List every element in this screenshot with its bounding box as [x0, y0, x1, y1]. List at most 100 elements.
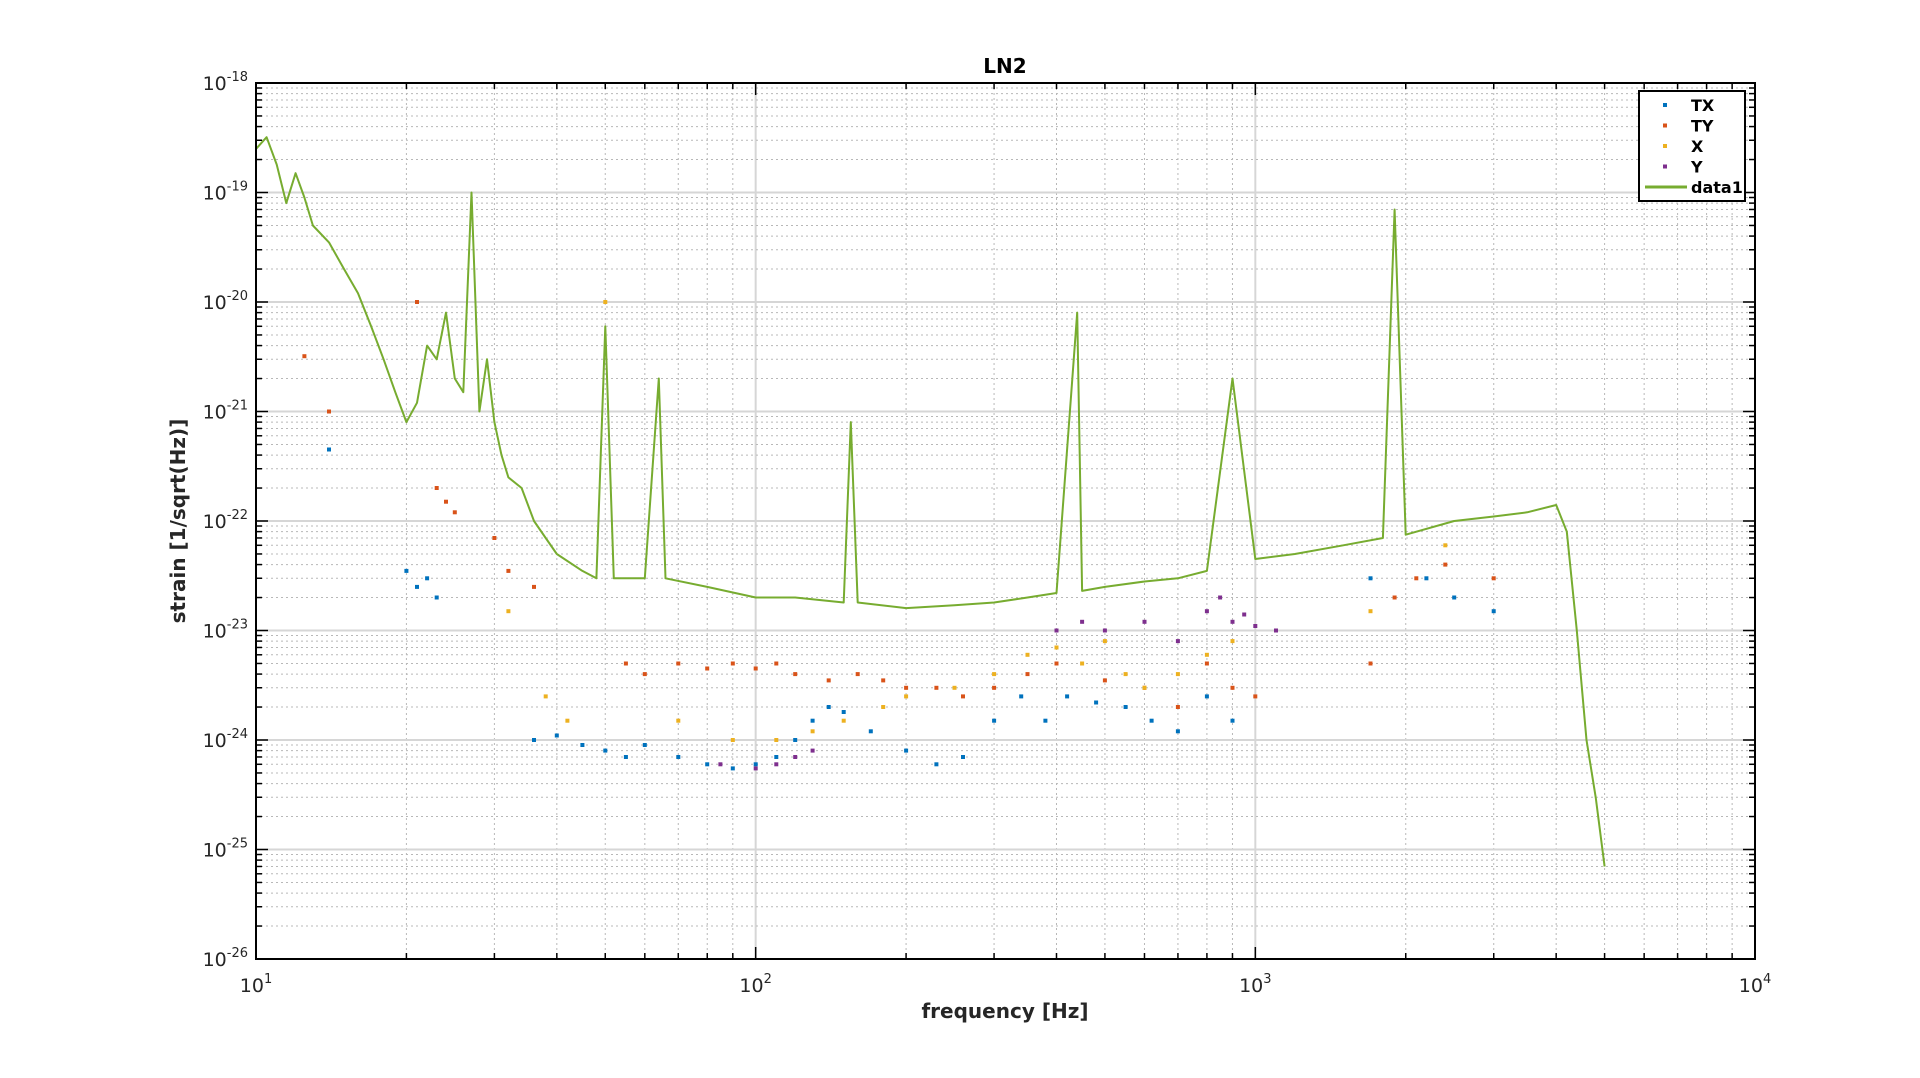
- series-tx: [327, 447, 1496, 771]
- data-point-ty: [1491, 576, 1496, 581]
- y-tick-label: 10-19: [203, 180, 248, 205]
- data-point-tx: [730, 766, 735, 771]
- legend-item-tx: TX: [1663, 96, 1715, 115]
- data-point-tx: [826, 705, 831, 709]
- legend-box: [1638, 90, 1746, 202]
- data-point-ty: [1368, 661, 1373, 666]
- data-point-y: [774, 762, 779, 767]
- data-point-x: [841, 718, 846, 723]
- legend-item-data1: data1: [1645, 178, 1743, 197]
- data-point-x: [810, 729, 815, 734]
- series-data1: [255, 136, 1606, 867]
- data-point-x: [1054, 645, 1059, 650]
- data-point-tx: [961, 755, 965, 759]
- data-point-tx: [774, 755, 779, 759]
- data-point-ty: [992, 685, 997, 690]
- data-point-tx: [1204, 694, 1209, 699]
- data-point-tx: [1065, 694, 1070, 699]
- data-point-tx: [992, 718, 997, 723]
- data-point-tx: [934, 762, 939, 767]
- data-point-ty: [452, 510, 457, 515]
- data-point-ty: [774, 661, 779, 666]
- series-layer: [255, 136, 1606, 867]
- data-point-x: [506, 609, 511, 614]
- data-point-y: [1054, 628, 1059, 633]
- data-point-ty: [506, 568, 511, 573]
- data-point-tx: [425, 576, 430, 581]
- data-point-ty: [444, 499, 448, 504]
- data-point-x: [1204, 652, 1209, 657]
- data-point-tx: [1019, 694, 1024, 699]
- data-point-y: [1230, 619, 1235, 624]
- data-point-tx: [841, 710, 846, 714]
- data-point-y: [753, 766, 758, 771]
- data-point-ty: [676, 661, 681, 666]
- y-axis-label: strain [1/sqrt(Hz)]: [166, 419, 190, 624]
- data-point-x: [603, 300, 608, 304]
- data-point-y: [1218, 595, 1223, 600]
- data-point-tx: [603, 748, 608, 753]
- data-point-x: [730, 738, 735, 742]
- legend-swatch-y: [1663, 164, 1667, 169]
- data-point-tx: [623, 755, 628, 759]
- data-point-tx: [868, 729, 873, 734]
- data-point-tx: [404, 568, 409, 573]
- data-point-tx: [532, 738, 536, 742]
- data-point-x: [1368, 609, 1373, 614]
- data-point-tx: [1424, 576, 1429, 581]
- data-point-ty: [705, 666, 710, 671]
- grid: [256, 83, 1755, 959]
- data-point-y: [810, 748, 815, 753]
- data-point-x: [1025, 652, 1030, 657]
- data-point-ty: [415, 300, 419, 304]
- data-point-x: [992, 672, 997, 677]
- data-point-tx: [1368, 576, 1373, 581]
- y-tick-label: 10-23: [203, 618, 248, 643]
- x-tick-label: 101: [240, 972, 272, 997]
- data-point-tx: [676, 755, 681, 759]
- data-point-tx: [1491, 609, 1496, 614]
- data-point-tx: [415, 584, 419, 589]
- data-point-y: [1102, 628, 1107, 633]
- data-point-tx: [1123, 705, 1128, 709]
- data-point-x: [676, 718, 681, 723]
- data-point-x: [774, 738, 779, 742]
- data-point-x: [952, 685, 957, 690]
- data-point-ty: [1204, 661, 1209, 666]
- data-point-ty: [730, 661, 735, 666]
- y-tick-label: 10-22: [203, 508, 248, 533]
- x-tick-label: 104: [1739, 972, 1771, 997]
- legend-item-ty: TY: [1663, 117, 1714, 136]
- series-line-data1: [255, 136, 1606, 867]
- data-point-ty: [1025, 672, 1030, 677]
- data-point-ty: [1054, 661, 1059, 666]
- data-point-x: [1080, 661, 1085, 666]
- legend-swatch-x: [1663, 144, 1667, 148]
- data-point-tx: [1452, 595, 1457, 600]
- chart-title: LN2: [983, 54, 1026, 78]
- data-point-x: [1175, 672, 1180, 677]
- data-point-x: [565, 718, 570, 723]
- data-point-y: [1080, 619, 1085, 624]
- data-point-x: [1102, 639, 1107, 644]
- legend-label-data1: data1: [1691, 178, 1743, 197]
- data-point-y: [1253, 624, 1258, 628]
- data-point-x: [1142, 685, 1147, 690]
- legend-swatch-ty: [1663, 123, 1667, 128]
- data-point-ty: [793, 672, 798, 677]
- data-point-tx: [753, 762, 758, 767]
- data-point-tx: [434, 595, 439, 600]
- data-point-ty: [1253, 694, 1258, 699]
- data-point-ty: [904, 685, 909, 690]
- data-point-ty: [753, 666, 758, 671]
- legend-label-ty: TY: [1691, 117, 1714, 136]
- data-point-y: [1204, 609, 1209, 614]
- series-y: [718, 595, 1278, 771]
- data-point-ty: [642, 672, 647, 677]
- data-point-ty: [327, 409, 331, 414]
- data-point-ty: [1102, 678, 1107, 683]
- data-point-tx: [1230, 718, 1235, 723]
- ticks: [255, 83, 1755, 960]
- legend-label-y: Y: [1690, 158, 1703, 177]
